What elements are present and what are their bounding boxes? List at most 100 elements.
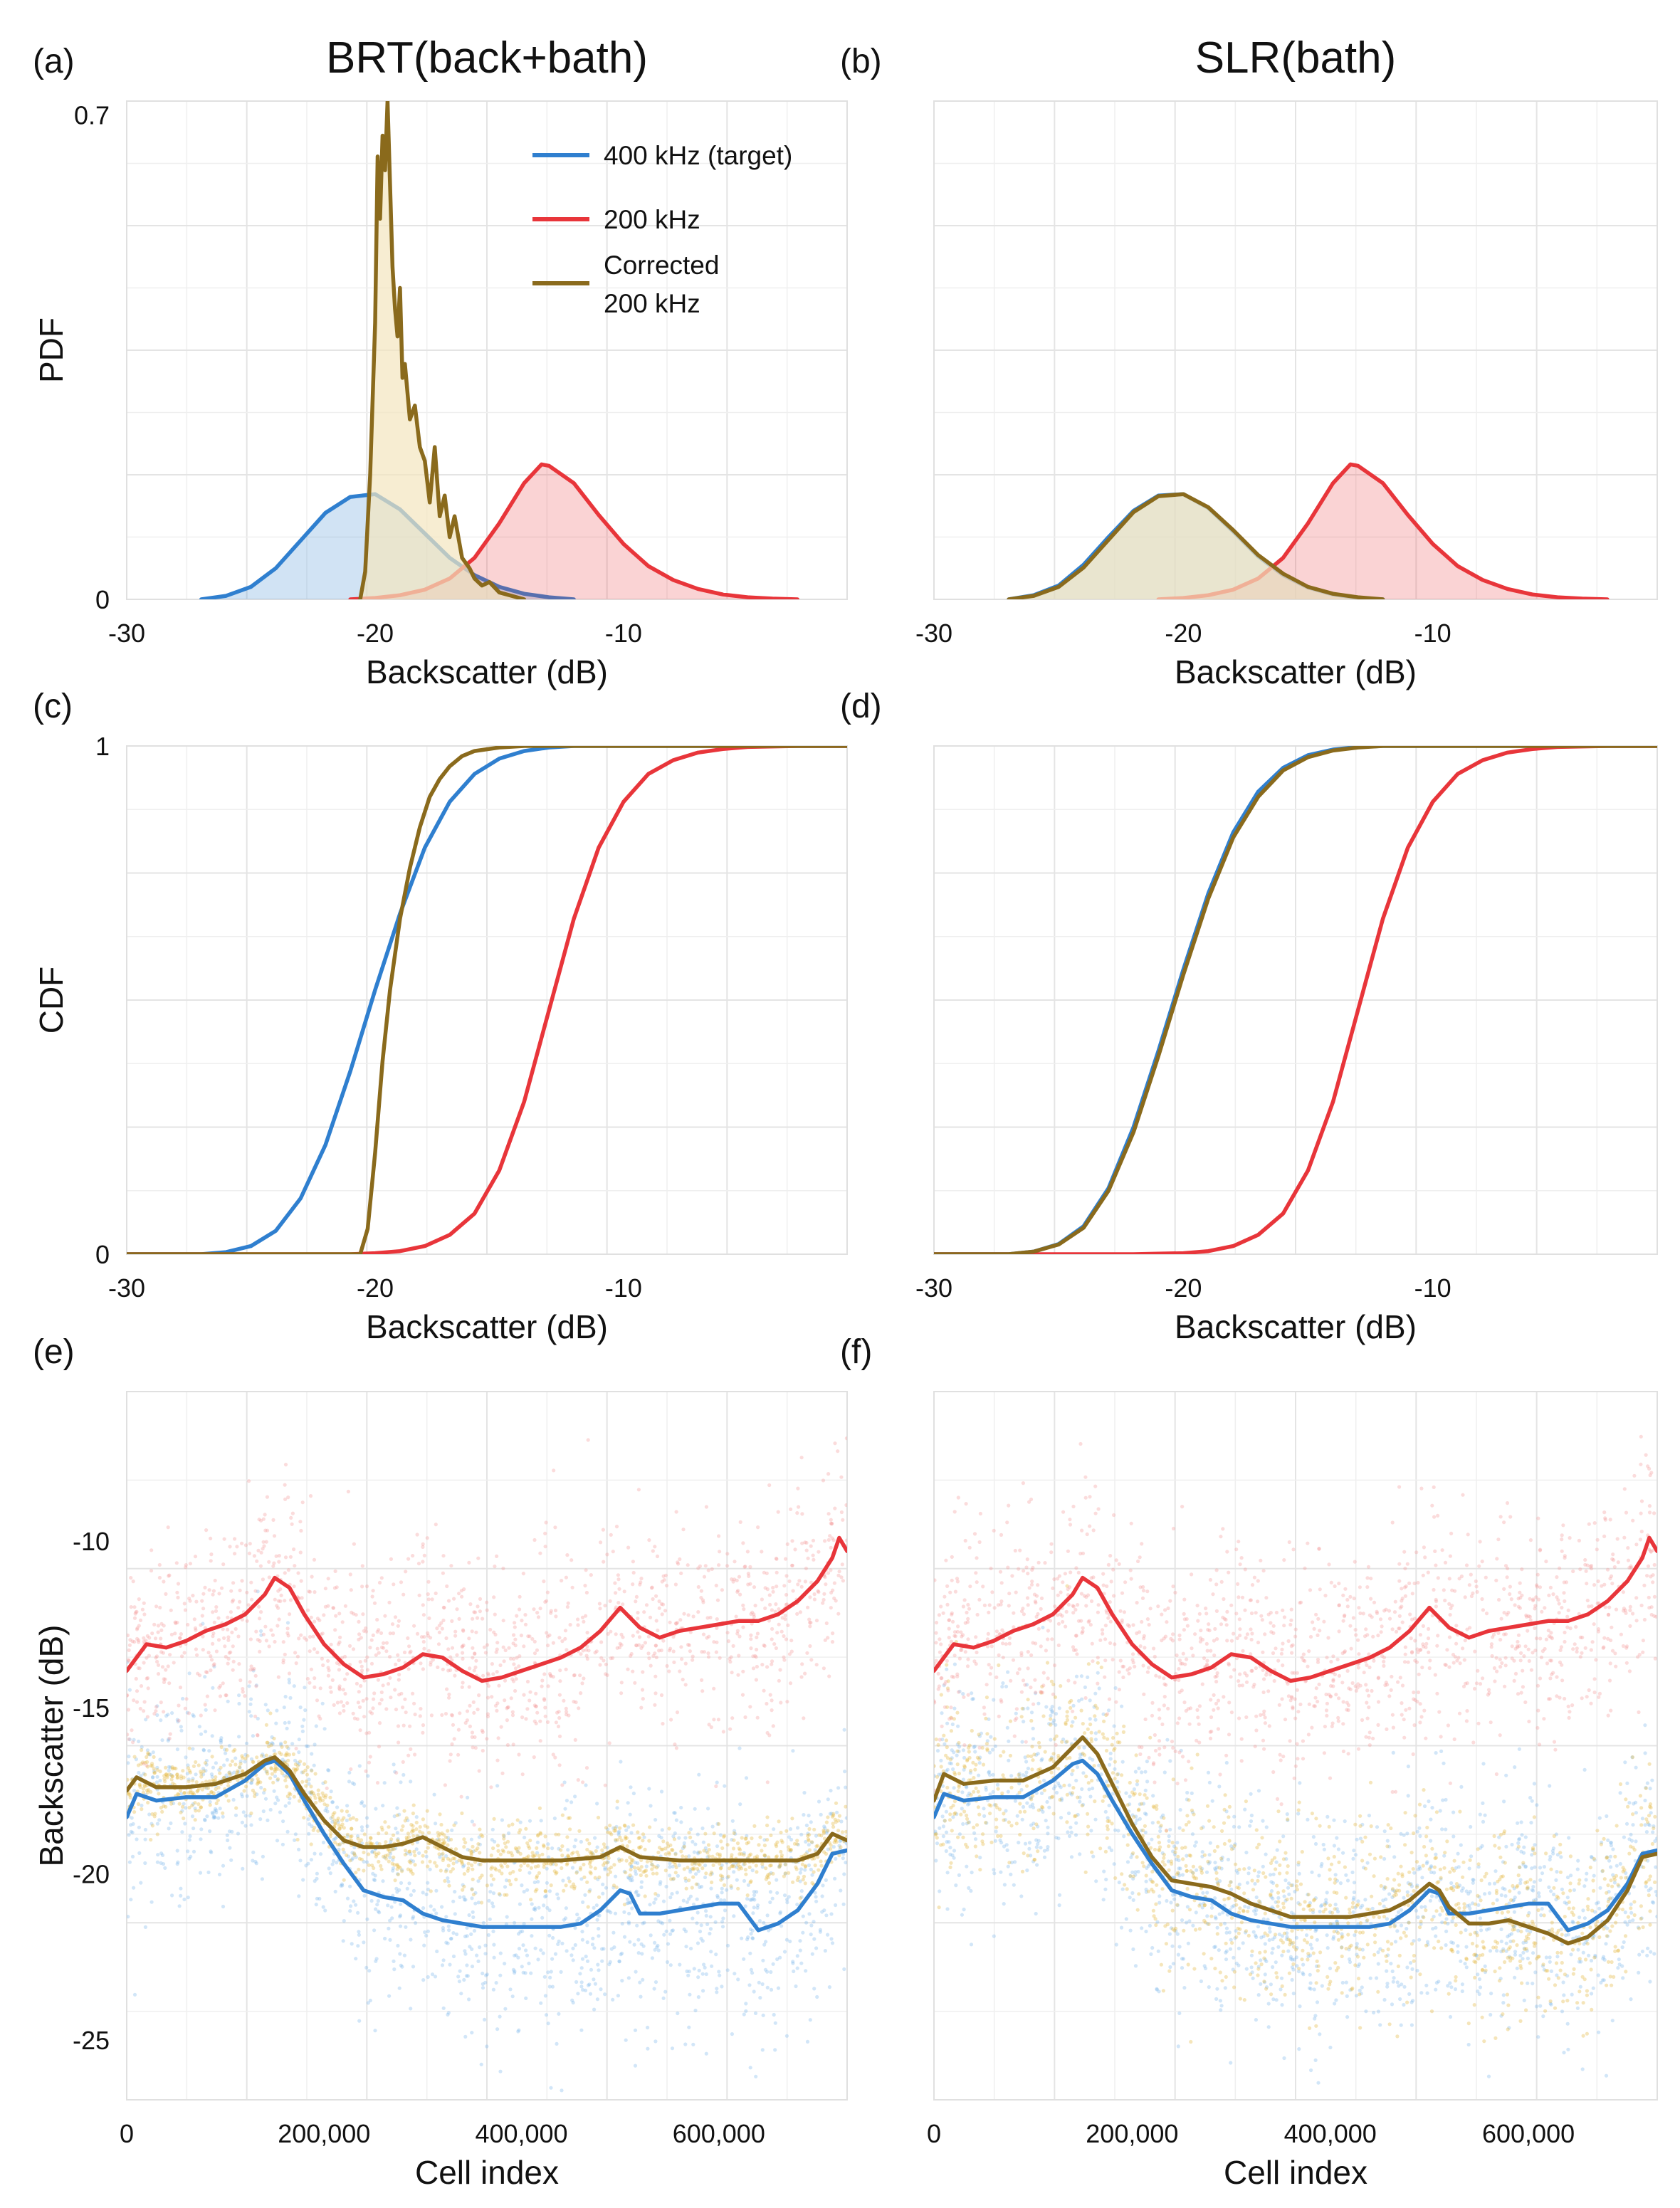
scatter-point-raw_200 [749,1612,753,1616]
scatter-point-target_400 [330,1819,335,1824]
scatter-point-target_400 [742,2012,746,2017]
scatter-point-target_400 [201,1747,206,1752]
scatter-point-raw_200 [631,1669,635,1673]
scatter-point-corrected_200 [253,1791,257,1795]
scatter-point-corrected_200 [174,1767,178,1771]
scatter-point-raw_200 [725,1552,730,1556]
scatter-point-target_400 [1499,1893,1503,1898]
scatter-point-target_400 [945,1871,950,1875]
scatter-point-target_400 [592,1977,596,1982]
scatter-point-target_400 [565,1949,569,1953]
scatter-point-target_400 [606,1860,610,1864]
scatter-point-raw_200 [527,1634,532,1639]
scatter-point-raw_200 [485,1643,490,1647]
scatter-point-raw_200 [135,1626,140,1630]
scatter-point-target_400 [540,1915,545,1920]
scatter-point-target_400 [292,1684,296,1688]
scatter-point-target_400 [992,1934,996,1938]
scatter-point-raw_200 [377,1628,381,1632]
scatter-point-raw_200 [844,1436,847,1441]
scatter-point-raw_200 [478,1597,483,1601]
scatter-point-target_400 [532,1907,536,1911]
scatter-point-raw_200 [425,1536,429,1540]
scatter-point-raw_200 [213,1578,217,1583]
scatter-point-target_400 [446,1836,451,1840]
scatter-point-target_400 [742,1878,747,1883]
scatter-point-raw_200 [505,1718,510,1723]
scatter-point-target_400 [477,1835,481,1839]
scatter-point-target_400 [1506,1935,1510,1939]
scatter-point-raw_200 [396,1653,400,1657]
scatter-point-target_400 [778,1910,783,1914]
scatter-point-raw_200 [308,1494,313,1498]
scatter-point-target_400 [671,1834,676,1839]
scatter-point-raw_200 [829,1568,833,1572]
scatter-point-corrected_200 [736,1863,740,1867]
scatter-point-target_400 [204,1762,209,1767]
scatter-point-target_400 [129,1829,133,1834]
scatter-point-target_400 [571,2000,575,2005]
scatter-point-raw_200 [534,1691,538,1696]
scatter-point-raw_200 [146,1686,150,1691]
scatter-point-corrected_200 [649,1859,653,1863]
scatter-point-raw_200 [599,1540,603,1545]
scatter-point-raw_200 [619,1681,624,1685]
scatter-point-target_400 [616,1994,621,1998]
scatter-point-target_400 [203,1675,207,1679]
scatter-point-target_400 [1200,1850,1204,1854]
scatter-point-target_400 [1527,1910,1531,1915]
scatter-point-target_400 [466,1795,470,1799]
scatter-point-corrected_200 [196,1802,201,1807]
scatter-point-corrected_200 [718,1873,723,1878]
scatter-point-target_400 [498,1973,503,1977]
scatter-point-raw_200 [332,1703,336,1707]
scatter-point-raw_200 [513,1644,518,1648]
scatter-point-target_400 [516,1955,520,1960]
scatter-point-raw_200 [247,1479,251,1483]
scatter-point-corrected_200 [831,1814,836,1818]
scatter-point-target_400 [1320,1903,1324,1908]
scatter-point-target_400 [1521,1950,1526,1955]
scatter-point-raw_200 [515,1656,519,1660]
scatter-point-corrected_200 [775,1854,779,1859]
scatter-point-target_400 [441,2006,446,2010]
scatter-point-corrected_200 [341,1847,345,1851]
scatter-point-corrected_200 [765,1838,770,1842]
scatter-point-target_400 [463,1952,468,1956]
scatter-point-corrected_200 [747,1854,752,1858]
scatter-point-target_400 [1170,1944,1175,1948]
scatter-point-corrected_200 [128,1793,132,1797]
scatter-point-raw_200 [183,1706,187,1710]
scatter-point-raw_200 [681,1528,686,1532]
scatter-point-raw_200 [440,1626,444,1631]
scatter-point-target_400 [176,1720,180,1724]
scatter-point-corrected_200 [611,1883,616,1888]
scatter-point-target_400 [735,1878,739,1882]
scatter-point-corrected_200 [501,1834,506,1838]
scatter-point-raw_200 [140,1607,145,1612]
scatter-point-target_400 [992,1868,996,1872]
scatter-point-raw_200 [391,1631,396,1636]
scatter-point-corrected_200 [690,1886,694,1890]
scatter-point-raw_200 [532,1537,537,1542]
scatter-point-raw_200 [193,1555,198,1559]
scatter-point-target_400 [1092,1705,1096,1709]
scatter-point-corrected_200 [729,1884,733,1888]
scatter-point-raw_200 [639,1705,644,1710]
scatter-point-target_400 [1534,1898,1538,1902]
scatter-point-target_400 [1315,2000,1320,2004]
scatter-point-target_400 [273,1802,278,1806]
scatter-point-target_400 [329,1789,333,1794]
scatter-point-target_400 [659,1836,663,1840]
scatter-point-raw_200 [396,1624,400,1628]
scatter-point-target_400 [969,1888,973,1893]
scatter-point-target_400 [1199,1979,1203,1984]
scatter-point-target_400 [563,1807,567,1811]
scatter-point-raw_200 [320,1656,324,1661]
scatter-point-target_400 [679,1805,683,1810]
scatter-point-raw_200 [616,1601,621,1605]
scatter-point-target_400 [714,1952,718,1957]
scatter-point-target_400 [179,1725,183,1729]
scatter-point-target_400 [688,1868,693,1872]
scatter-point-raw_200 [394,1771,399,1775]
